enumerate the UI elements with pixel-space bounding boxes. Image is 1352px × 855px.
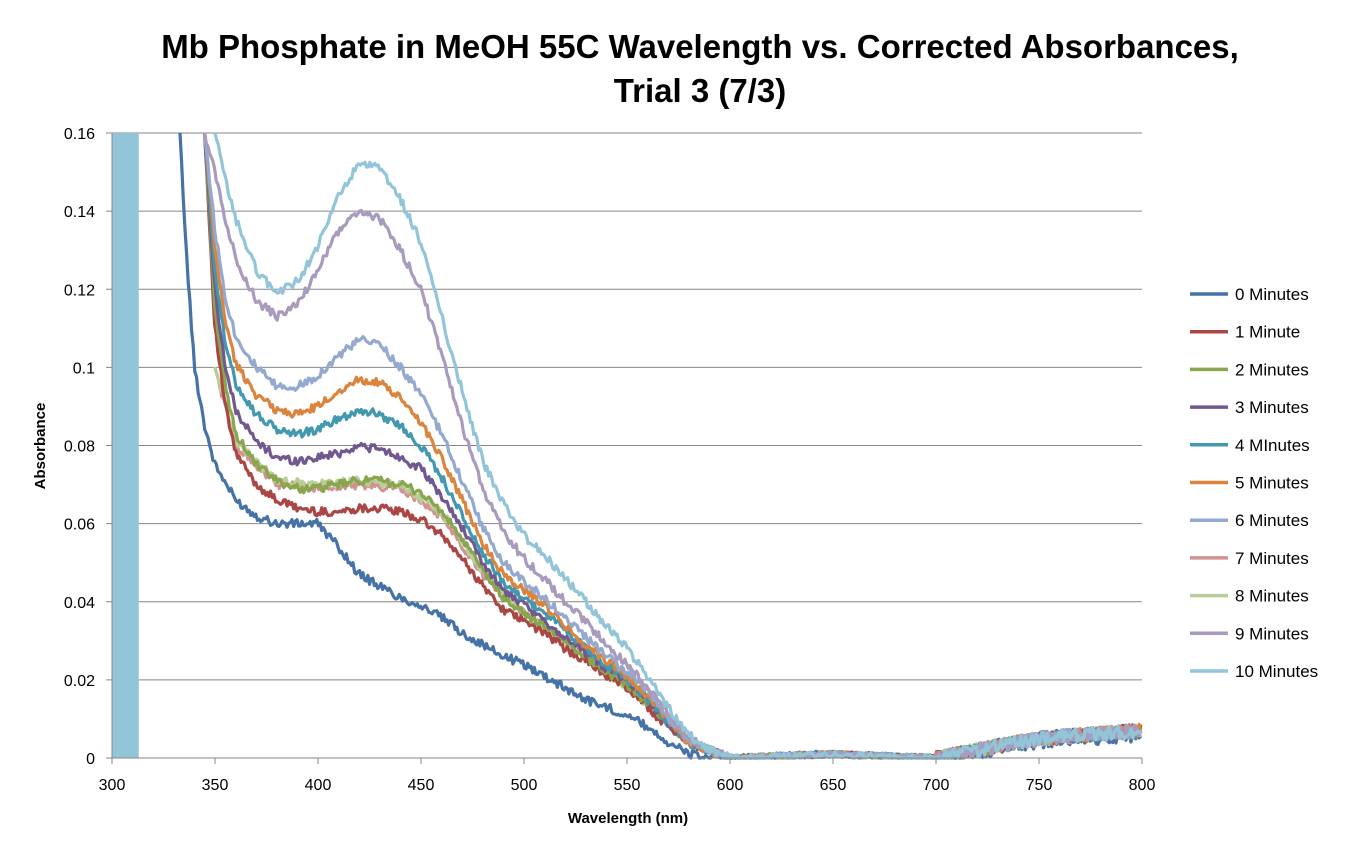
legend-label: 9 Minutes <box>1235 624 1309 643</box>
legend-label: 3 Minutes <box>1235 398 1309 417</box>
legend-label: 10 Minutes <box>1235 662 1318 681</box>
series-line <box>213 132 1143 760</box>
x-tick-label: 650 <box>820 777 847 794</box>
legend-label: 0 Minutes <box>1235 285 1309 304</box>
series-line <box>203 134 1142 760</box>
x-tick-label: 750 <box>1026 777 1053 794</box>
x-tick-label: 350 <box>202 777 229 794</box>
legend: 0 Minutes 1 Minute 2 Minutes 3 Minutes 4 MIn… <box>1190 285 1318 681</box>
legend-label: 7 Minutes <box>1235 549 1309 568</box>
chart-title-line-1: Mb Phosphate in MeOH 55C Wavelength vs. … <box>161 28 1239 65</box>
y-tick-label: 0.14 <box>64 204 95 221</box>
gridlines <box>112 132 1142 681</box>
wavelength-band-rect <box>112 133 139 758</box>
x-tick-label: 700 <box>923 777 950 794</box>
legend-label: 4 MInutes <box>1235 436 1310 455</box>
y-tick-label: 0.02 <box>64 673 95 690</box>
x-tick-label: 400 <box>305 777 332 794</box>
legend-label: 1 Minute <box>1235 323 1300 342</box>
legend-label: 6 Minutes <box>1235 511 1309 530</box>
x-tick-label: 550 <box>614 777 641 794</box>
axes <box>106 132 1143 764</box>
x-tick-label: 800 <box>1129 777 1156 794</box>
x-tick-label: 300 <box>99 777 126 794</box>
chart-title-line-2: Trial 3 (7/3) <box>614 72 786 109</box>
y-tick-label: 0.08 <box>64 439 95 456</box>
legend-label: 2 Minutes <box>1235 360 1309 379</box>
series-line <box>203 135 1143 760</box>
data-series <box>178 132 1143 760</box>
y-tick-label: 0.12 <box>64 282 95 299</box>
x-tick-label: 450 <box>408 777 435 794</box>
y-tick-label: 0.16 <box>64 126 95 143</box>
series-line <box>203 136 1143 760</box>
x-axis-title: Wavelength (nm) <box>568 810 688 827</box>
y-tick-label: 0.04 <box>64 595 95 612</box>
tick-labels: 0 0.02 0.04 0.06 0.08 0.1 0.12 0.14 0.16 300 350 40… <box>64 126 1156 794</box>
x-tick-label: 600 <box>717 777 744 794</box>
legend-label: 5 Minutes <box>1235 474 1309 493</box>
y-tick-label: 0 <box>86 751 95 768</box>
y-axis-title: Absorbance <box>32 403 49 490</box>
legend-label: 8 Minutes <box>1235 587 1309 606</box>
y-tick-label: 0.06 <box>64 517 95 534</box>
x-tick-label: 500 <box>511 777 538 794</box>
y-tick-label: 0.1 <box>73 360 95 377</box>
wavelength-band <box>112 133 139 758</box>
